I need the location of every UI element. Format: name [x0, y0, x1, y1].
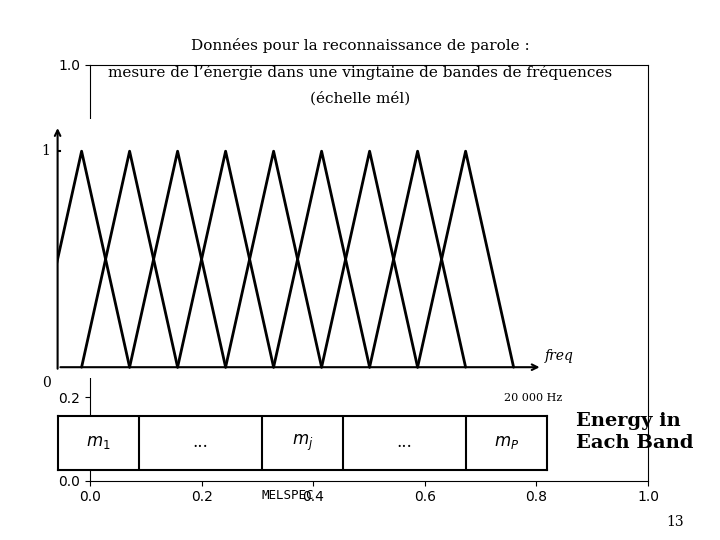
Text: freq: freq — [545, 349, 574, 363]
Text: $m_j$: $m_j$ — [292, 433, 313, 453]
Text: ...: ... — [192, 434, 208, 451]
Text: ...: ... — [397, 434, 413, 451]
Text: Données pour la reconnaissance de parole :: Données pour la reconnaissance de parole… — [191, 38, 529, 53]
Text: $m_1$: $m_1$ — [86, 434, 111, 451]
Text: MELSPEC: MELSPEC — [262, 489, 314, 502]
Text: 0: 0 — [42, 376, 50, 390]
Text: $m_P$: $m_P$ — [494, 434, 519, 451]
Text: 13: 13 — [667, 515, 684, 529]
Text: Energy in
Each Band: Energy in Each Band — [576, 412, 693, 452]
Text: mesure de l’énergie dans une vingtaine de bandes de fréquences: mesure de l’énergie dans une vingtaine d… — [108, 65, 612, 80]
Text: 1: 1 — [42, 144, 50, 158]
Text: (échelle mél): (échelle mél) — [310, 92, 410, 106]
Text: 20 000 Hz: 20 000 Hz — [504, 393, 562, 403]
